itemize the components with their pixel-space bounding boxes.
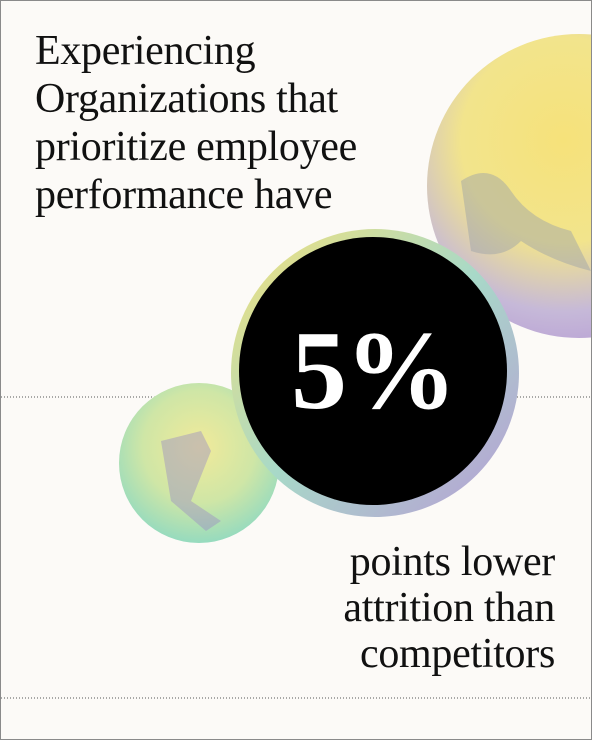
stat-circle [239,237,507,505]
photo-circle [427,34,591,338]
photo-circle [119,383,279,543]
stat: 5% [291,309,457,433]
photo-shape [461,173,591,271]
headline: Experiencing Organizations that prioriti… [35,28,357,218]
caption: points lower attrition than competitors [343,539,555,677]
photo-shape [161,431,221,531]
